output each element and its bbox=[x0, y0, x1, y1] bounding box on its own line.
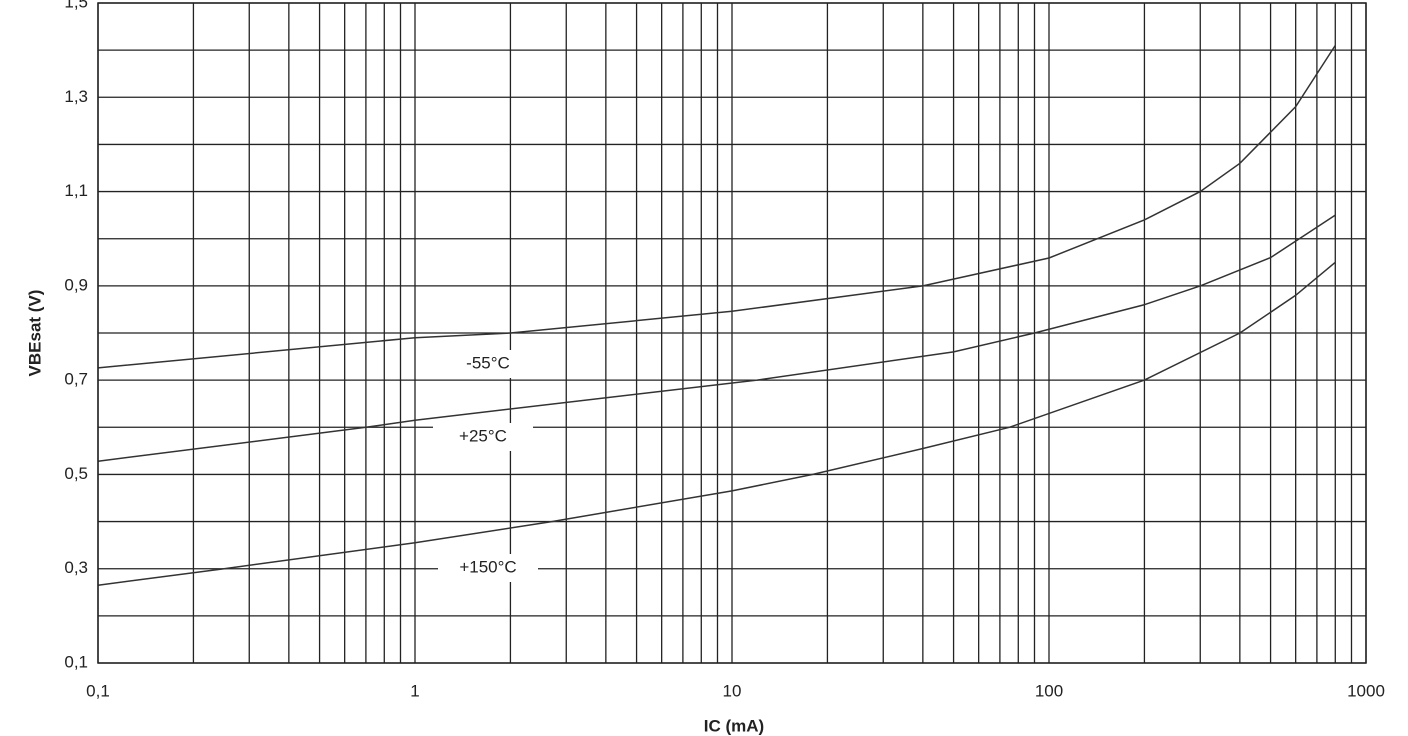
y-tick-label: 0,9 bbox=[64, 275, 88, 294]
curve bbox=[97, 214, 1336, 462]
y-axis-title: VBEsat (V) bbox=[25, 290, 44, 377]
x-tick-label: 0,1 bbox=[86, 681, 110, 700]
curve bbox=[97, 261, 1336, 586]
series-label: +150°C bbox=[459, 557, 516, 576]
y-tick-label: 0,7 bbox=[64, 370, 88, 389]
x-tick-label: 1000 bbox=[1347, 681, 1385, 700]
y-tick-label: 1,5 bbox=[64, 0, 88, 11]
y-tick-label: 0,5 bbox=[64, 464, 88, 483]
y-tick-label: 0,1 bbox=[64, 652, 88, 671]
label-background bbox=[433, 423, 533, 451]
y-tick-label: 1,3 bbox=[64, 87, 88, 106]
curve bbox=[97, 44, 1336, 369]
label-background bbox=[438, 554, 538, 582]
y-tick-label: 1,1 bbox=[64, 181, 88, 200]
plot-border bbox=[97, 2, 1367, 664]
x-tick-label: 1 bbox=[410, 681, 419, 700]
y-tick-label: 0,3 bbox=[64, 558, 88, 577]
series-label: -55°C bbox=[466, 353, 510, 372]
x-tick-label: 10 bbox=[723, 681, 742, 700]
series-label: +25°C bbox=[459, 426, 507, 445]
label-background bbox=[438, 350, 538, 378]
x-axis-title: IC (mA) bbox=[704, 716, 764, 735]
x-tick-label: 100 bbox=[1035, 681, 1063, 700]
